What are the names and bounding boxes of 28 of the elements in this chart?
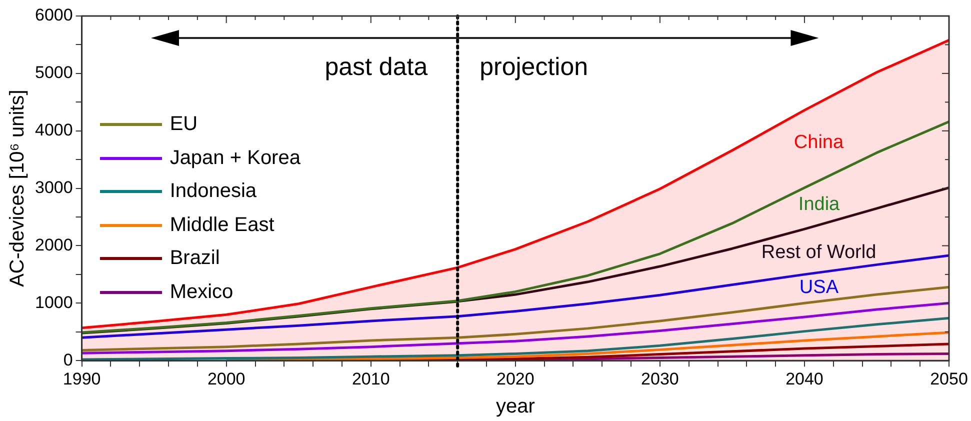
y-tick-label: 6000	[34, 6, 73, 25]
series-label: Rest of World	[761, 242, 876, 264]
legend-label: EU	[170, 112, 198, 137]
x-tick-label: 2030	[641, 369, 679, 388]
legend-label: Brazil	[170, 246, 220, 271]
series-label: USA	[799, 276, 838, 298]
x-tick-label: 2040	[786, 369, 824, 388]
x-tick-label: 2000	[207, 369, 246, 388]
y-tick-label: 4000	[34, 120, 73, 140]
legend-label: Indonesia	[170, 179, 257, 204]
x-axis-title: year	[496, 396, 536, 418]
legend-label: Japan + Korea	[170, 146, 300, 170]
legend-label: Mexico	[170, 280, 234, 304]
y-tick-label: 5000	[34, 63, 73, 82]
y-tick-label: 0	[63, 350, 73, 370]
y-tick-label: 1000	[34, 292, 73, 312]
y-tick-label: 2000	[34, 235, 73, 254]
y-axis-title: AC-devices [10⁶ units]	[6, 90, 29, 287]
y-tick-label: 3000	[34, 178, 73, 197]
annotation: projection	[480, 52, 588, 81]
x-tick-label: 1990	[62, 369, 101, 388]
annotation: past data	[324, 52, 428, 81]
legend-label: Middle East	[170, 212, 274, 238]
series-label: India	[798, 194, 840, 216]
series-label: China	[794, 132, 844, 153]
x-tick-label: 2010	[352, 369, 390, 388]
x-tick-label: 2020	[496, 369, 534, 388]
x-tick-label: 2050	[930, 369, 968, 388]
